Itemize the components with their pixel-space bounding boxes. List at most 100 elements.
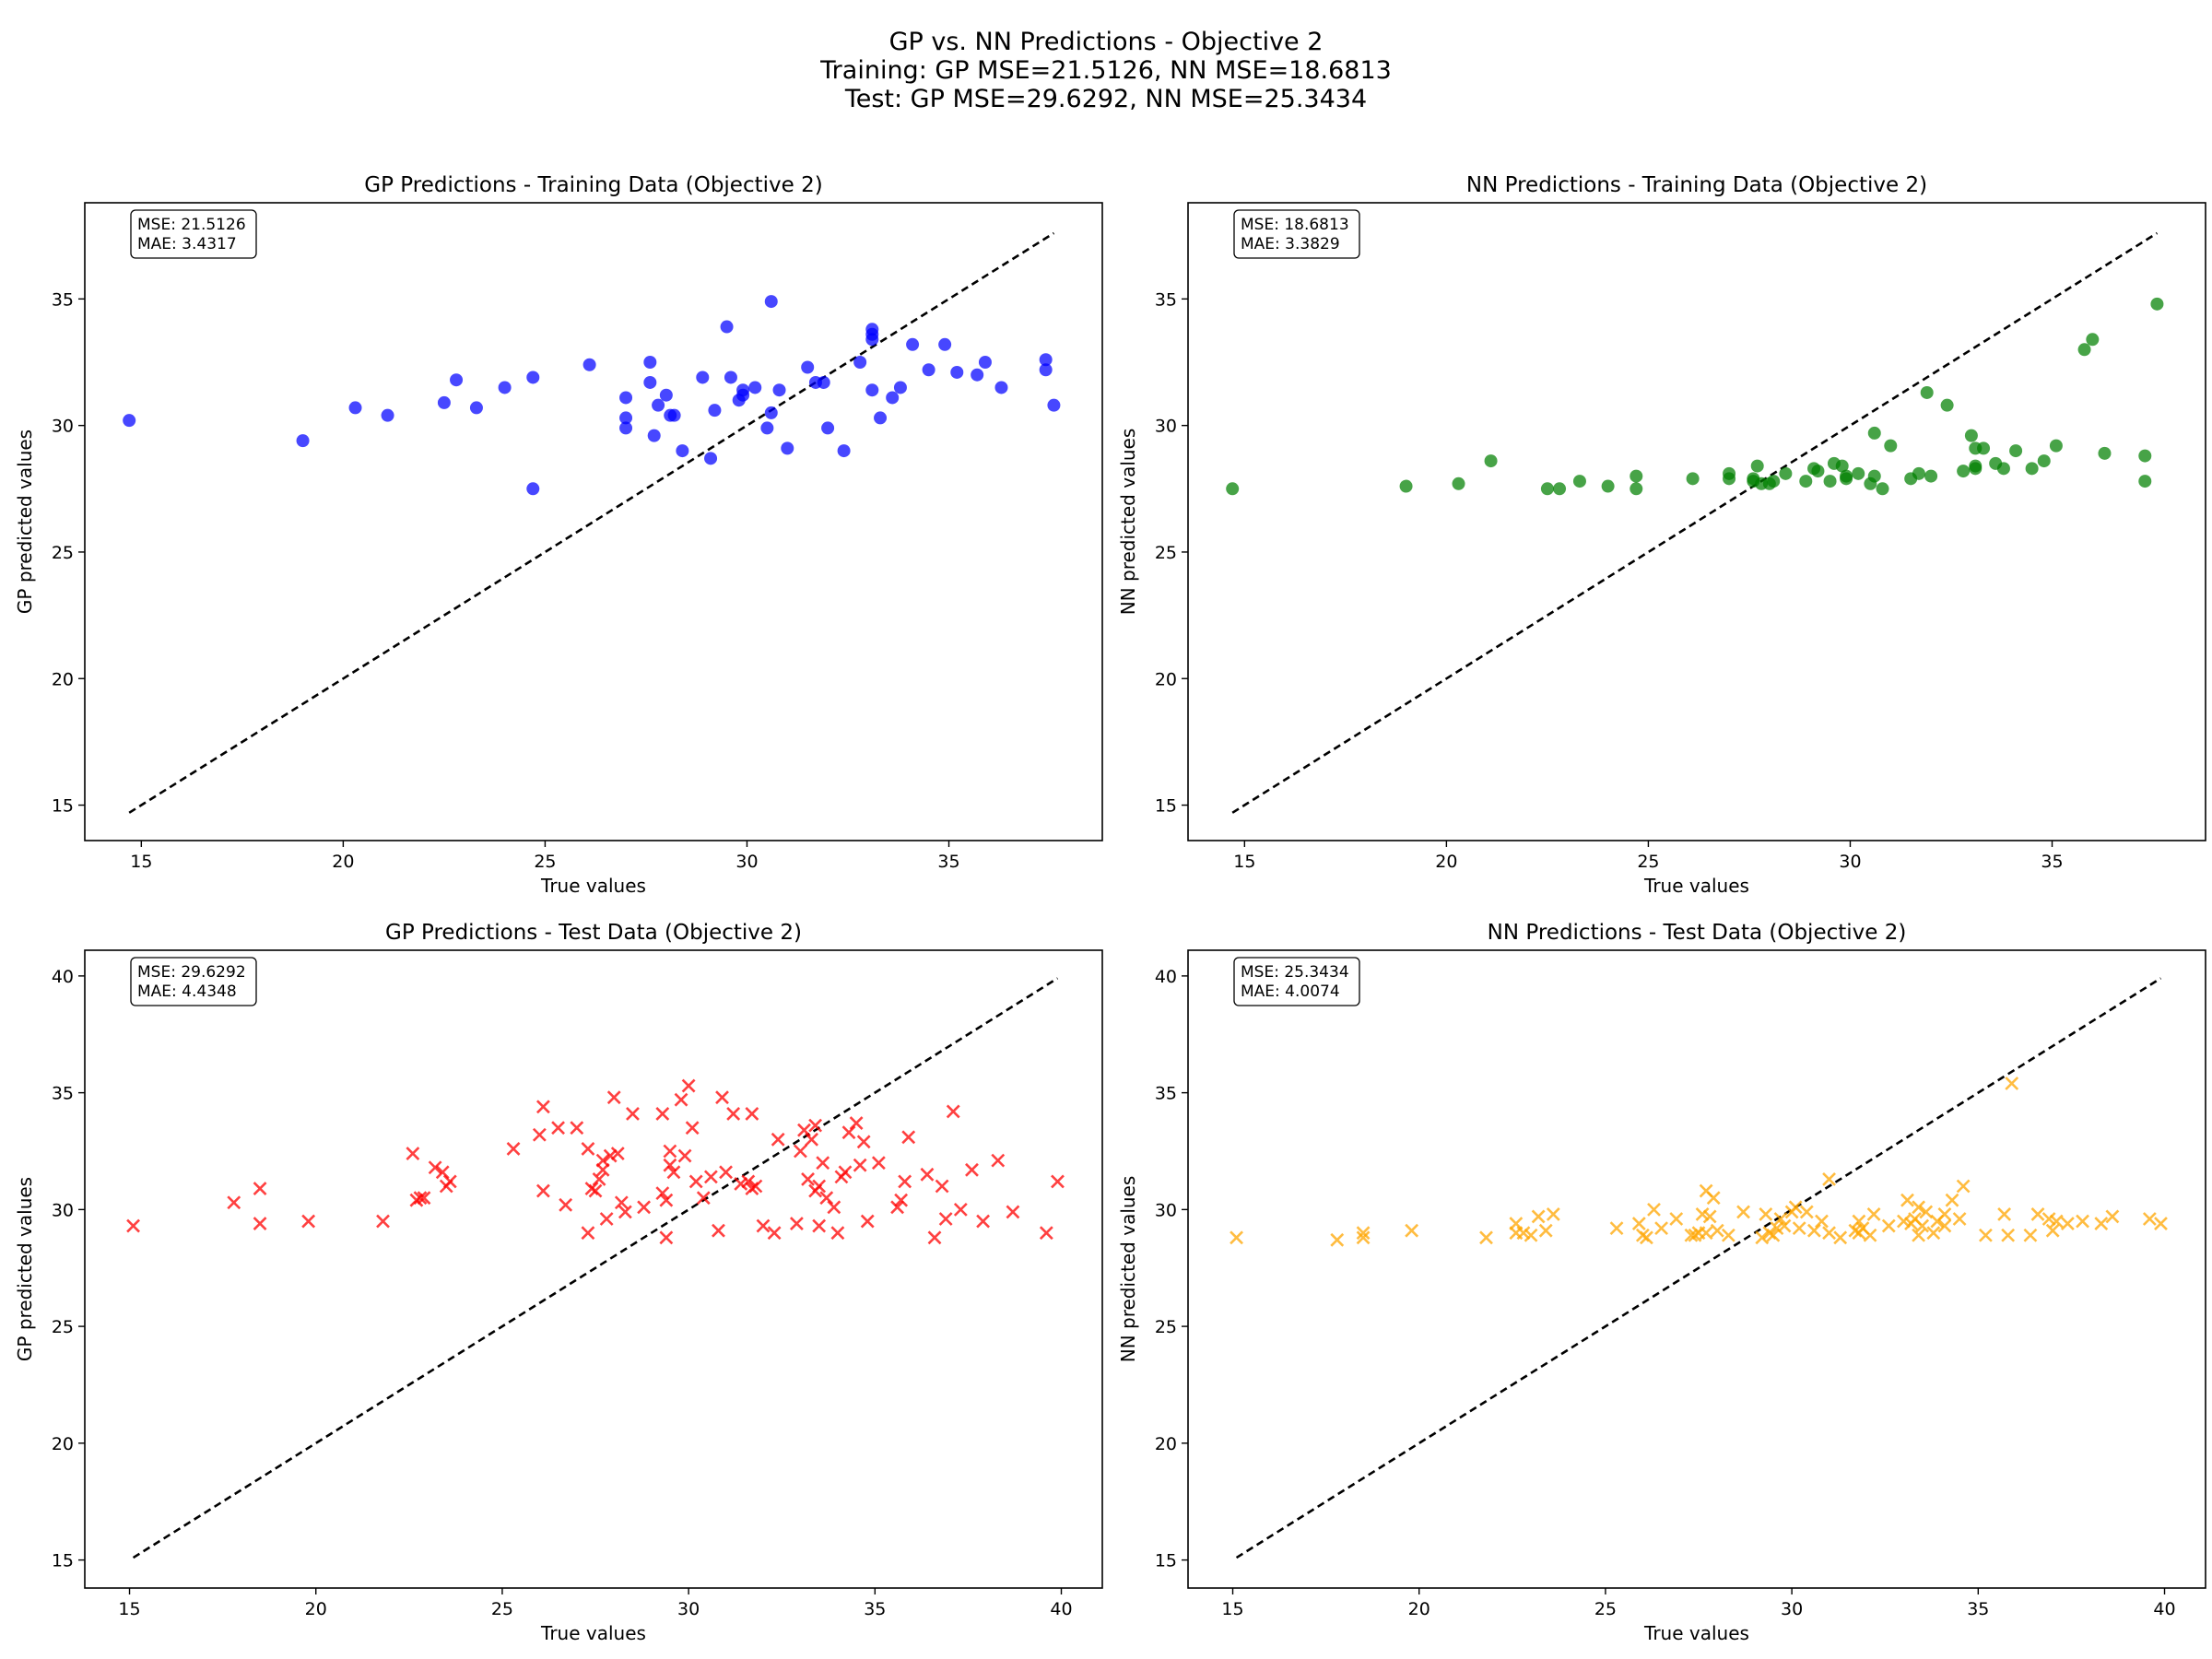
data-point bbox=[1405, 1223, 1419, 1238]
data-point bbox=[1572, 475, 1586, 488]
data-point bbox=[606, 1090, 621, 1105]
subplot-2: NN Predictions - Training Data (Objectiv… bbox=[1117, 173, 2206, 897]
data-point bbox=[1978, 1228, 1993, 1242]
data-point bbox=[1540, 482, 1554, 496]
diagonal-reference-line bbox=[128, 231, 1055, 814]
data-point bbox=[1788, 1200, 1803, 1215]
data-point bbox=[994, 381, 1008, 394]
x-tick-label: 25 bbox=[1637, 852, 1659, 872]
data-point bbox=[794, 1144, 807, 1159]
data-point bbox=[685, 1121, 700, 1135]
data-point bbox=[2154, 1217, 2168, 1230]
y-tick-label: 30 bbox=[1155, 417, 1177, 437]
data-point bbox=[853, 356, 867, 369]
subplot-title: NN Predictions - Training Data (Objectiv… bbox=[1466, 173, 1927, 197]
data-point bbox=[724, 371, 737, 384]
data-point bbox=[894, 1193, 909, 1207]
mae-stat: MAE: 3.3829 bbox=[1241, 235, 1340, 253]
data-point bbox=[946, 1104, 960, 1119]
data-point bbox=[582, 358, 596, 371]
data-point bbox=[906, 337, 920, 351]
data-point bbox=[1969, 462, 1983, 476]
data-point bbox=[1686, 472, 1700, 486]
data-point bbox=[1912, 1200, 1926, 1215]
data-point bbox=[1684, 1228, 1699, 1242]
data-point bbox=[801, 360, 815, 374]
data-point bbox=[871, 1156, 886, 1171]
data-point bbox=[677, 1148, 692, 1163]
data-point bbox=[647, 429, 661, 442]
data-point bbox=[2105, 1209, 2120, 1224]
stats-box-frame bbox=[1233, 957, 1360, 1006]
data-point bbox=[442, 1174, 457, 1189]
data-point bbox=[1479, 1230, 1493, 1245]
x-tick-label: 35 bbox=[1967, 1599, 1989, 1619]
y-tick-label: 20 bbox=[52, 669, 74, 689]
data-point bbox=[991, 1153, 1006, 1168]
data-point bbox=[898, 1174, 912, 1189]
data-point bbox=[1940, 398, 1954, 412]
data-point bbox=[301, 1214, 316, 1229]
data-point bbox=[771, 1132, 785, 1147]
data-point bbox=[1900, 1193, 1914, 1207]
data-point bbox=[1835, 459, 1849, 473]
data-point bbox=[789, 1217, 804, 1230]
data-point bbox=[1706, 1191, 1721, 1206]
data-point bbox=[655, 1186, 670, 1201]
data-point bbox=[570, 1121, 584, 1135]
data-point bbox=[1919, 1205, 1934, 1219]
data-point bbox=[708, 404, 722, 418]
data-points bbox=[1226, 297, 2164, 496]
axes-frame bbox=[1187, 949, 2206, 1589]
x-tick-label: 25 bbox=[1594, 1599, 1617, 1619]
axes-frame bbox=[1187, 202, 2206, 841]
data-point bbox=[1770, 1221, 1784, 1236]
x-axis-label: True values bbox=[540, 875, 646, 897]
data-point bbox=[1356, 1230, 1371, 1245]
x-tick-label: 25 bbox=[534, 852, 556, 872]
x-axis-label: True values bbox=[1643, 1622, 1749, 1644]
data-point bbox=[865, 323, 879, 336]
data-point bbox=[720, 320, 734, 334]
x-tick-label: 35 bbox=[864, 1599, 886, 1619]
y-tick-label: 15 bbox=[1155, 796, 1177, 817]
x-tick-label: 35 bbox=[2041, 852, 2063, 872]
suptitle-line-1: GP vs. NN Predictions - Objective 2 bbox=[888, 28, 1324, 56]
data-point bbox=[703, 1170, 718, 1184]
data-point bbox=[1721, 1228, 1735, 1242]
y-tick-label: 20 bbox=[1155, 669, 1177, 689]
mse-stat: MSE: 21.5126 bbox=[137, 216, 246, 234]
data-point bbox=[1006, 1205, 1020, 1219]
x-tick-label: 40 bbox=[2153, 1599, 2175, 1619]
data-point bbox=[688, 1174, 703, 1189]
data-point bbox=[1852, 466, 1865, 480]
data-point bbox=[1601, 479, 1615, 493]
data-point bbox=[498, 381, 512, 394]
data-point bbox=[535, 1183, 550, 1198]
stats-box-frame bbox=[1233, 209, 1360, 259]
data-point bbox=[719, 1165, 733, 1180]
x-tick-label: 15 bbox=[118, 1599, 140, 1619]
data-point bbox=[971, 368, 984, 382]
data-point bbox=[1823, 475, 1837, 488]
y-tick-label: 15 bbox=[1155, 1551, 1177, 1571]
data-point bbox=[1799, 1205, 1814, 1219]
data-point bbox=[2049, 1214, 2064, 1229]
x-tick-label: 15 bbox=[1221, 1599, 1243, 1619]
data-point bbox=[1531, 1209, 1546, 1224]
data-point bbox=[856, 1135, 871, 1149]
data-point bbox=[123, 414, 136, 428]
data-point bbox=[890, 1200, 905, 1215]
data-point bbox=[1777, 1218, 1792, 1233]
data-point bbox=[659, 1230, 674, 1245]
data-point bbox=[126, 1218, 140, 1233]
data-point bbox=[1484, 454, 1498, 468]
data-points bbox=[1230, 1077, 2168, 1247]
x-axis-label: True values bbox=[1643, 875, 1749, 897]
data-point bbox=[2025, 462, 2039, 476]
data-point bbox=[643, 356, 657, 369]
data-point bbox=[935, 1179, 949, 1194]
